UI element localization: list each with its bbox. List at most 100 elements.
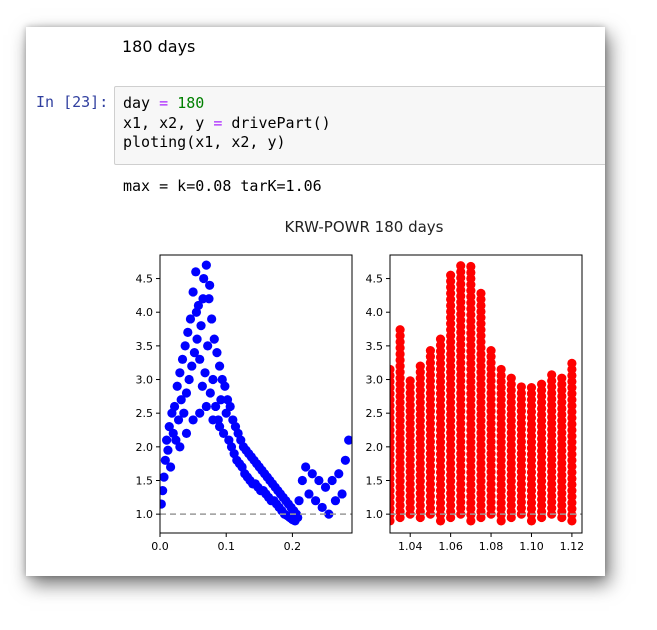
scatter-point	[208, 415, 218, 425]
y-tick-label: 3.5	[366, 340, 384, 353]
cell-prompt: In [23]:	[36, 93, 109, 111]
scatter-point	[547, 370, 557, 380]
scatter-point	[192, 334, 202, 344]
scatter-point	[184, 374, 194, 385]
figure-suptitle: KRW-POWR 180 days	[285, 218, 444, 236]
scatter-point	[203, 341, 213, 351]
scatter-point	[435, 334, 446, 344]
scatter-point	[395, 325, 405, 335]
scatter-point	[188, 415, 198, 425]
scatter-point	[456, 261, 466, 271]
scatter-point	[201, 260, 211, 270]
scatter-point	[209, 334, 219, 344]
scatter-point	[390, 364, 395, 375]
notebook-panel: 180 days In [23]: day = 180 x1, x2, y = …	[26, 27, 605, 576]
y-tick-label: 1.0	[136, 508, 154, 521]
code-call-drivepart: drivePart()	[231, 113, 331, 132]
scatter-point	[214, 361, 225, 371]
scatter-point	[165, 462, 176, 472]
scatter-point	[179, 408, 189, 418]
scatter-point	[405, 376, 415, 386]
scatter-point	[175, 368, 185, 378]
code-cell-input[interactable]: day = 180 x1, x2, y = drivePart() plotin…	[114, 86, 605, 165]
scatter-point	[177, 354, 188, 364]
scatter-point	[160, 472, 169, 482]
scatter-point	[208, 374, 218, 385]
scatter-point	[496, 364, 506, 375]
scatter-point	[176, 395, 186, 405]
y-tick-label: 2.5	[136, 407, 154, 420]
scatter-point	[197, 381, 207, 391]
scatter-point	[334, 469, 344, 479]
scatter-point	[162, 435, 172, 445]
x-tick-label: 1.06	[438, 540, 463, 553]
scatter-point	[171, 435, 181, 445]
scatter-point	[415, 361, 425, 371]
scatter-point	[207, 314, 217, 324]
scatter-point	[314, 475, 324, 486]
figure-canvas: KRW-POWR 180 days 1.0 1.5 2.0 2.5 3.0 3.5 4.0 4…	[136, 218, 585, 553]
y-tick-label: 2.0	[366, 441, 384, 454]
x-tick-label: 1.10	[519, 540, 544, 553]
scatter-point	[324, 509, 334, 519]
scatter-point	[294, 496, 304, 506]
axes-frame	[159, 254, 353, 534]
y-tick-label: 1.5	[136, 474, 154, 487]
y-tick-label: 2.0	[136, 441, 154, 454]
code-operator: =	[159, 94, 169, 112]
scatter-point	[205, 388, 215, 398]
scatter-point	[320, 482, 331, 492]
scatter-point	[337, 489, 347, 499]
right-scatter-axes: 1.0 1.5 2.0 2.5 3.0 3.5 4.0 4.5 1.04 1.06 1.08 1.10…	[366, 254, 585, 553]
cell-output-text: max = k=0.08 tarK=1.06	[123, 177, 322, 195]
y-tick-label: 2.5	[366, 407, 384, 420]
code-call-ploting: ploting(x1, x2, y)	[123, 133, 286, 151]
scatter-point	[317, 502, 327, 513]
code-text[interactable]: day = 180 x1, x2, y = drivePart() plotin…	[123, 94, 331, 153]
scatter-point	[567, 358, 577, 368]
scatter-point	[340, 455, 350, 465]
scatter-point	[189, 348, 200, 358]
scatter-point	[164, 422, 174, 432]
scatter-point	[198, 294, 208, 304]
scatter-point	[225, 401, 235, 412]
scatter-point	[200, 368, 210, 378]
y-tick-label: 1.0	[366, 508, 384, 521]
scatter-point	[201, 401, 211, 412]
scatter-point	[205, 280, 215, 290]
scatter-point	[183, 327, 193, 338]
scatter-point	[304, 489, 314, 499]
scatter-point	[327, 475, 337, 486]
x-tick-label: 1.12	[560, 540, 585, 553]
axes-frame	[389, 254, 583, 534]
scatter-point	[425, 345, 436, 356]
scatter-point	[446, 270, 456, 280]
scatter-point	[199, 273, 209, 284]
x-tick-label: 0.2	[284, 540, 302, 553]
scatter-point	[211, 401, 221, 412]
scatter-point	[163, 445, 173, 455]
scatter-point	[486, 345, 496, 356]
scatter-point	[181, 388, 192, 398]
scatter-point	[160, 455, 170, 465]
y-tick-label: 1.5	[366, 474, 384, 487]
scatter-point	[172, 381, 182, 391]
scatter-point	[506, 373, 516, 383]
y-tick-label: 4.5	[136, 273, 154, 286]
scatter-point	[330, 496, 341, 506]
x-tick-label: 1.04	[398, 540, 423, 553]
scatter-point	[185, 314, 196, 324]
scatter-point	[466, 261, 476, 272]
code-operator: =	[213, 113, 223, 132]
scatter-point	[191, 267, 201, 277]
x-tick-label: 0.0	[151, 540, 169, 553]
scatter-point	[173, 415, 184, 425]
y-tick-label: 3.0	[366, 374, 384, 387]
scatter-point	[187, 361, 197, 371]
scatter-point	[310, 496, 321, 506]
scatter-point	[180, 341, 190, 351]
x-tick-label: 0.1	[217, 540, 235, 553]
scatter-point	[220, 381, 230, 391]
y-tick-label: 3.5	[136, 340, 154, 353]
left-scatter-axes: 1.0 1.5 2.0 2.5 3.0 3.5 4.0 4.5 0.0 0.1 0.2	[136, 254, 353, 553]
